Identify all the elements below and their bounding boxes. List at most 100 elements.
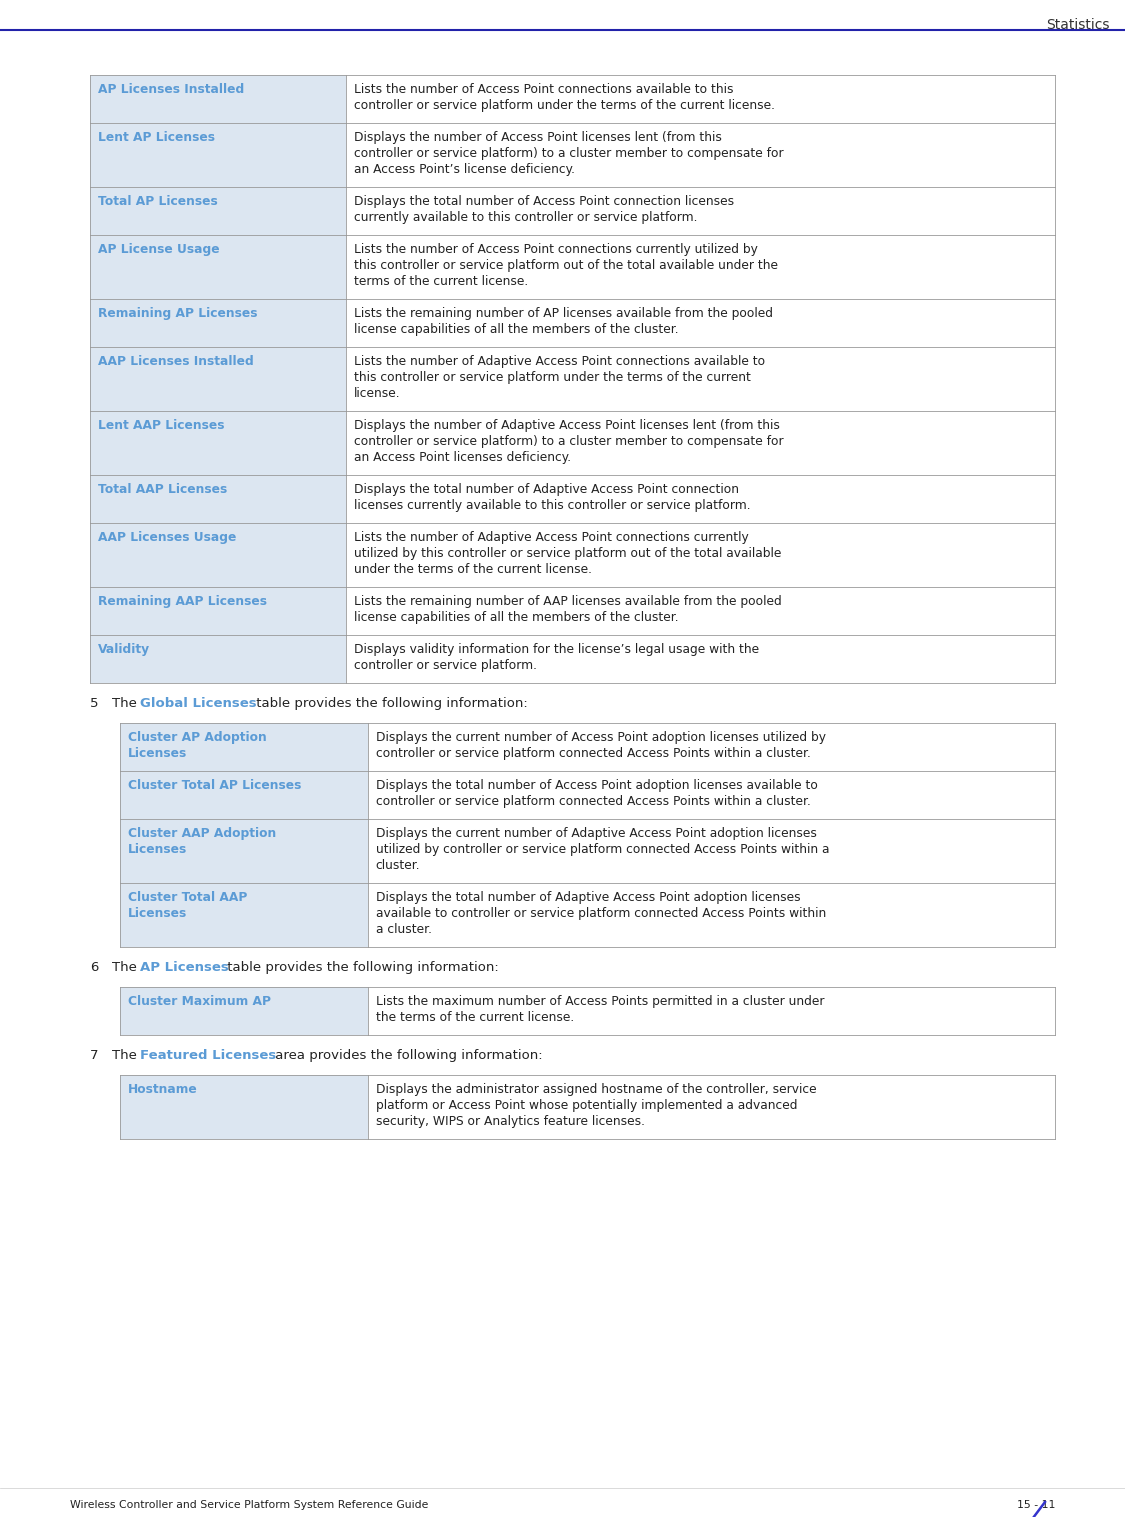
Text: Remaining AAP Licenses: Remaining AAP Licenses	[98, 595, 267, 608]
Text: currently available to this controller or service platform.: currently available to this controller o…	[353, 211, 698, 225]
Text: table provides the following information:: table provides the following information…	[252, 696, 528, 710]
Bar	[120, 724, 368, 771]
Text: Lists the maximum number of Access Points permitted in a cluster under: Lists the maximum number of Access Point…	[376, 995, 825, 1007]
Bar	[120, 1076, 368, 1139]
Bar	[90, 74, 345, 123]
Bar	[90, 587, 345, 636]
Bar	[90, 299, 345, 347]
Bar	[345, 347, 1055, 411]
Bar	[90, 411, 345, 475]
Bar	[90, 187, 345, 235]
Bar	[90, 636, 345, 683]
Bar	[345, 636, 1055, 683]
Bar	[90, 523, 345, 587]
Text: Cluster Maximum AP: Cluster Maximum AP	[128, 995, 271, 1007]
Text: table provides the following information:: table provides the following information…	[223, 960, 498, 974]
Text: Total AAP Licenses: Total AAP Licenses	[98, 482, 227, 496]
Bar	[90, 123, 345, 187]
Text: AP Licenses: AP Licenses	[140, 960, 228, 974]
Text: the terms of the current license.: the terms of the current license.	[376, 1010, 574, 1024]
Text: Lists the number of Adaptive Access Point connections currently: Lists the number of Adaptive Access Poin…	[353, 531, 748, 545]
Text: Hostname: Hostname	[128, 1083, 198, 1095]
Text: The: The	[112, 960, 141, 974]
Text: Displays the total number of Adaptive Access Point connection: Displays the total number of Adaptive Ac…	[353, 482, 739, 496]
Text: Cluster AP Adoption: Cluster AP Adoption	[128, 731, 267, 743]
Text: controller or service platform) to a cluster member to compensate for: controller or service platform) to a clu…	[353, 435, 783, 448]
Bar	[90, 475, 345, 523]
Bar	[368, 883, 1055, 947]
Text: cluster.: cluster.	[376, 859, 421, 872]
Text: Licenses: Licenses	[128, 907, 187, 919]
Text: Displays the total number of Adaptive Access Point adoption licenses: Displays the total number of Adaptive Ac…	[376, 890, 800, 904]
Text: Displays the total number of Access Point connection licenses: Displays the total number of Access Poin…	[353, 196, 734, 208]
Text: available to controller or service platform connected Access Points within: available to controller or service platf…	[376, 907, 826, 919]
Text: The: The	[112, 1048, 141, 1062]
Bar	[368, 1076, 1055, 1139]
Text: Displays the total number of Access Point adoption licenses available to: Displays the total number of Access Poin…	[376, 780, 818, 792]
Text: this controller or service platform out of the total available under the: this controller or service platform out …	[353, 259, 777, 272]
Bar	[120, 988, 368, 1035]
Text: controller or service platform connected Access Points within a cluster.: controller or service platform connected…	[376, 746, 811, 760]
Text: Lent AAP Licenses: Lent AAP Licenses	[98, 419, 225, 432]
Text: AAP Licenses Installed: AAP Licenses Installed	[98, 355, 254, 369]
Bar	[345, 587, 1055, 636]
Text: Featured Licenses: Featured Licenses	[140, 1048, 277, 1062]
Text: controller or service platform under the terms of the current license.: controller or service platform under the…	[353, 99, 775, 112]
Bar	[90, 235, 345, 299]
Bar	[368, 771, 1055, 819]
Text: Wireless Controller and Service Platform System Reference Guide: Wireless Controller and Service Platform…	[70, 1500, 429, 1509]
Text: The: The	[112, 696, 141, 710]
Text: a cluster.: a cluster.	[376, 922, 432, 936]
Text: Cluster Total AAP: Cluster Total AAP	[128, 890, 248, 904]
Text: Lists the number of Access Point connections currently utilized by: Lists the number of Access Point connect…	[353, 243, 757, 256]
Text: Displays the number of Access Point licenses lent (from this: Displays the number of Access Point lice…	[353, 130, 721, 144]
Text: Remaining AP Licenses: Remaining AP Licenses	[98, 306, 258, 320]
Bar	[368, 724, 1055, 771]
Text: Licenses: Licenses	[128, 843, 187, 856]
Text: Global Licenses: Global Licenses	[140, 696, 256, 710]
Text: Cluster Total AP Licenses: Cluster Total AP Licenses	[128, 780, 302, 792]
Text: under the terms of the current license.: under the terms of the current license.	[353, 563, 592, 576]
Text: licenses currently available to this controller or service platform.: licenses currently available to this con…	[353, 499, 750, 513]
Bar	[120, 883, 368, 947]
Text: Lists the number of Adaptive Access Point connections available to: Lists the number of Adaptive Access Poin…	[353, 355, 765, 369]
Text: controller or service platform connected Access Points within a cluster.: controller or service platform connected…	[376, 795, 811, 809]
Bar	[345, 123, 1055, 187]
Bar	[345, 523, 1055, 587]
Text: license capabilities of all the members of the cluster.: license capabilities of all the members …	[353, 323, 678, 335]
Bar	[368, 819, 1055, 883]
Text: Displays the number of Adaptive Access Point licenses lent (from this: Displays the number of Adaptive Access P…	[353, 419, 780, 432]
Text: Statistics: Statistics	[1046, 18, 1110, 32]
Bar	[345, 475, 1055, 523]
Text: Licenses: Licenses	[128, 746, 187, 760]
Text: Total AP Licenses: Total AP Licenses	[98, 196, 218, 208]
Text: Validity: Validity	[98, 643, 150, 655]
Text: controller or service platform) to a cluster member to compensate for: controller or service platform) to a clu…	[353, 147, 783, 159]
Text: license.: license.	[353, 387, 400, 400]
Text: controller or service platform.: controller or service platform.	[353, 658, 537, 672]
Text: Lists the number of Access Point connections available to this: Lists the number of Access Point connect…	[353, 83, 734, 96]
Text: 7: 7	[90, 1048, 99, 1062]
Text: terms of the current license.: terms of the current license.	[353, 275, 528, 288]
Text: utilized by this controller or service platform out of the total available: utilized by this controller or service p…	[353, 548, 781, 560]
Bar	[345, 187, 1055, 235]
Text: area provides the following information:: area provides the following information:	[271, 1048, 542, 1062]
Text: an Access Point licenses deficiency.: an Access Point licenses deficiency.	[353, 451, 570, 464]
Text: 15 - 11: 15 - 11	[1017, 1500, 1055, 1509]
Text: 5: 5	[90, 696, 99, 710]
Text: license capabilities of all the members of the cluster.: license capabilities of all the members …	[353, 611, 678, 623]
Text: 6: 6	[90, 960, 98, 974]
Bar	[345, 74, 1055, 123]
Text: platform or Access Point whose potentially implemented a advanced: platform or Access Point whose potential…	[376, 1098, 798, 1112]
Text: AP License Usage: AP License Usage	[98, 243, 219, 256]
Text: Displays the current number of Adaptive Access Point adoption licenses: Displays the current number of Adaptive …	[376, 827, 817, 840]
Text: an Access Point’s license deficiency.: an Access Point’s license deficiency.	[353, 162, 575, 176]
Bar	[368, 988, 1055, 1035]
Bar	[90, 347, 345, 411]
Text: Cluster AAP Adoption: Cluster AAP Adoption	[128, 827, 277, 840]
Text: Lists the remaining number of AAP licenses available from the pooled: Lists the remaining number of AAP licens…	[353, 595, 782, 608]
Bar	[345, 299, 1055, 347]
Text: this controller or service platform under the terms of the current: this controller or service platform unde…	[353, 372, 750, 384]
Bar	[345, 235, 1055, 299]
Bar	[120, 819, 368, 883]
